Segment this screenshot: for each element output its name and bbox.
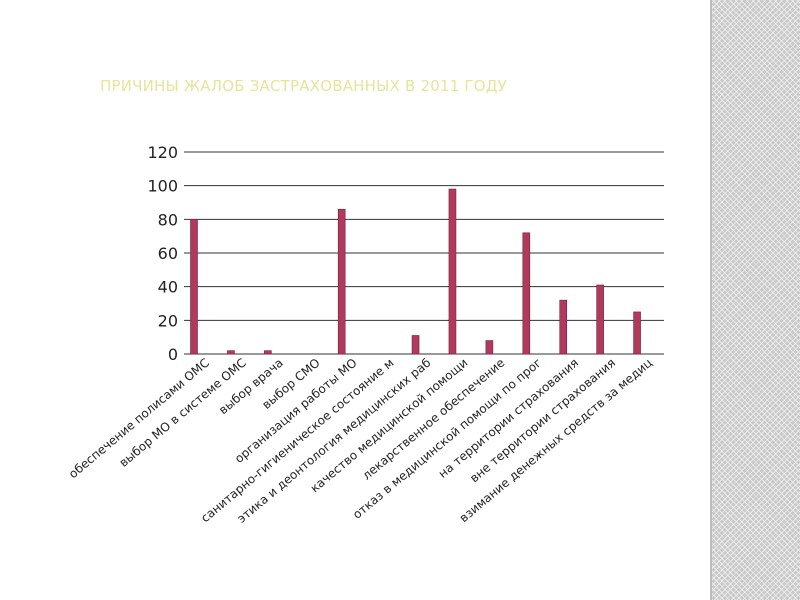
side-panel-edge [710, 0, 712, 600]
bar-1 [227, 350, 235, 355]
y-tick-label: 0 [168, 345, 178, 364]
bar-10 [559, 299, 568, 355]
y-tick-label: 100 [147, 177, 178, 196]
slide: ПРИЧИНЫ ЖАЛОБ ЗАСТРАХОВАННЫХ В 2011 ГОДУ… [66, 77, 664, 526]
y-tick-label: 80 [158, 210, 178, 229]
bar-9 [522, 232, 531, 355]
bar-12 [633, 311, 641, 355]
gridlines [184, 151, 664, 355]
bar-chart: 0 20 40 60 80 100 120 обеспечение полисами ОМС… [66, 143, 664, 526]
side-panel [712, 0, 800, 600]
bar-2 [264, 350, 272, 355]
y-tick-label: 20 [158, 311, 178, 330]
bar-7 [448, 188, 457, 355]
y-tick-label: 60 [158, 244, 178, 263]
x-tick-label: обеспечение полисами ОМС [66, 356, 212, 482]
bar-4 [337, 208, 346, 355]
page-title: ПРИЧИНЫ ЖАЛОБ ЗАСТРАХОВАННЫХ В 2011 ГОДУ [100, 77, 508, 95]
x-tick-label: выбор врача [216, 356, 286, 418]
bar-0 [190, 219, 198, 355]
y-axis-ticks: 0 20 40 60 80 100 120 [147, 143, 178, 364]
y-tick-label: 120 [147, 143, 178, 162]
bar-6 [411, 335, 420, 355]
bars [190, 188, 641, 355]
bar-8 [485, 340, 494, 355]
y-tick-label: 40 [158, 278, 178, 297]
bar-11 [596, 284, 604, 355]
